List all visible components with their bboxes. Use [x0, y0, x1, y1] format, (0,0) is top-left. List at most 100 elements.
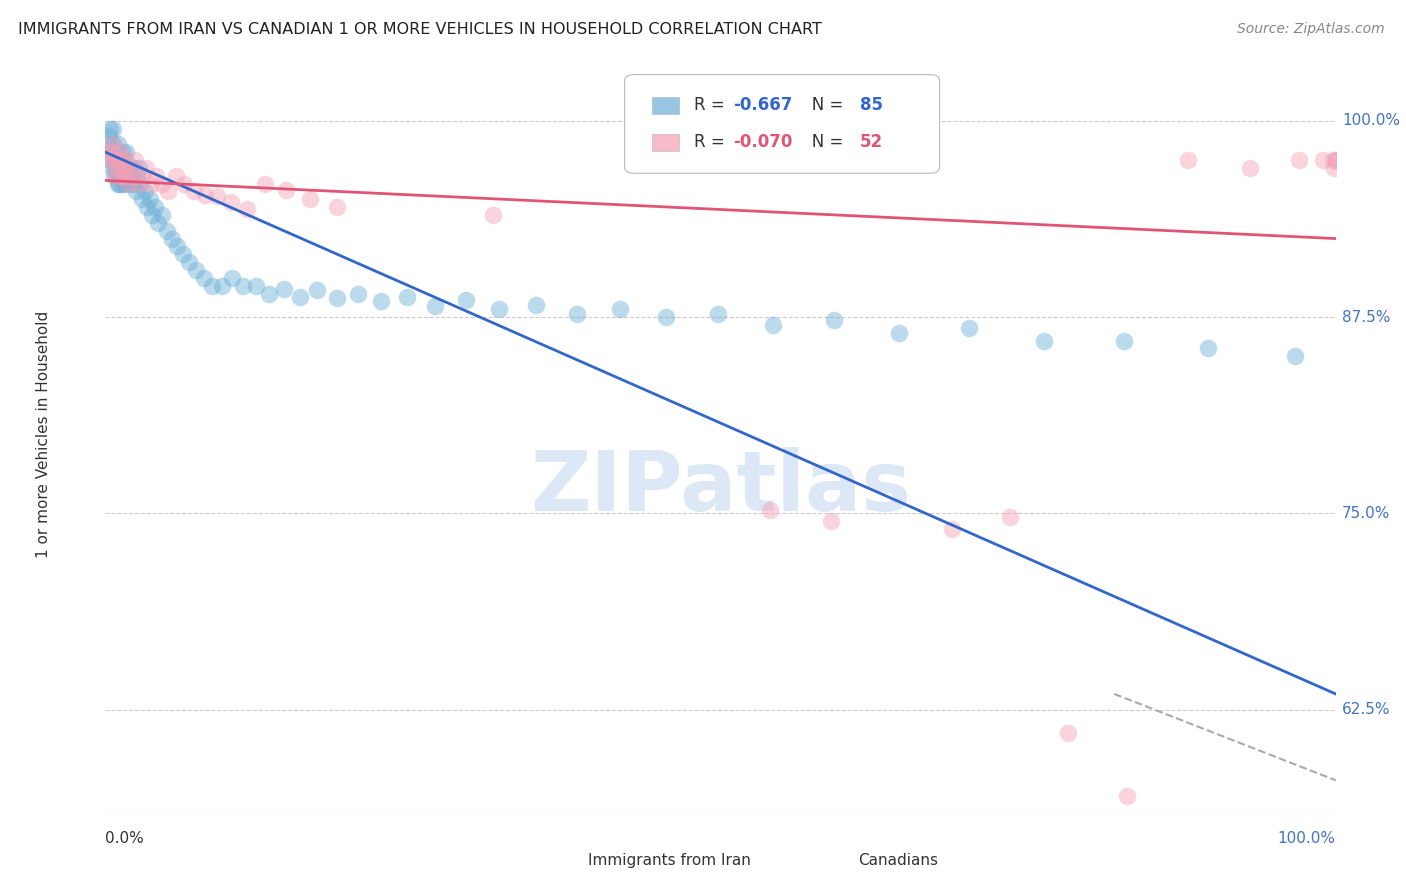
Point [1322, 153, 1344, 167]
Point [105, 153, 128, 167]
Point [221, 270, 243, 285]
Point [183, 185, 205, 199]
Point [136, 200, 159, 214]
Point [107, 153, 129, 167]
Point [820, 514, 842, 528]
Point [245, 278, 267, 293]
Text: 1 or more Vehicles in Household: 1 or more Vehicles in Household [37, 311, 52, 558]
Bar [818, 853, 846, 869]
Point [101, 121, 124, 136]
Point [127, 169, 149, 183]
Bar [548, 853, 575, 869]
Point [98, 121, 122, 136]
Text: Canadians: Canadians [858, 854, 938, 868]
Point [150, 208, 173, 222]
Point [193, 270, 215, 285]
Point [998, 509, 1021, 524]
Text: R =: R = [693, 96, 730, 114]
Point [370, 294, 392, 309]
Point [117, 177, 139, 191]
Text: 62.5%: 62.5% [1341, 702, 1391, 717]
Point [565, 307, 588, 321]
Text: 100.0%: 100.0% [1278, 830, 1336, 846]
Point [131, 192, 153, 206]
Point [1177, 153, 1199, 167]
Point [179, 255, 201, 269]
Point [111, 161, 134, 175]
Point [201, 278, 224, 293]
Point [257, 286, 280, 301]
Text: ZIPatlas: ZIPatlas [530, 447, 911, 528]
Point [157, 185, 180, 199]
Point [1323, 161, 1346, 175]
Point [150, 177, 173, 191]
Point [121, 169, 143, 183]
Point [98, 153, 122, 167]
Point [111, 145, 134, 160]
Point [101, 145, 124, 160]
Point [1324, 153, 1347, 167]
Point [128, 177, 150, 191]
Bar [652, 97, 679, 114]
Point [395, 290, 418, 304]
Point [823, 313, 845, 327]
Point [105, 169, 128, 183]
Point [139, 177, 162, 191]
Point [110, 153, 132, 167]
Point [425, 299, 447, 313]
Point [107, 177, 129, 191]
Point [172, 247, 194, 261]
Point [219, 195, 242, 210]
Text: 75.0%: 75.0% [1341, 506, 1391, 521]
Bar [652, 134, 679, 151]
Point [1312, 153, 1334, 167]
Point [276, 183, 298, 197]
Point [110, 177, 132, 191]
Text: 100.0%: 100.0% [1341, 113, 1400, 128]
Point [120, 161, 141, 175]
Point [104, 161, 127, 175]
Point [957, 321, 980, 335]
Point [236, 202, 259, 216]
Point [488, 302, 510, 317]
Point [114, 153, 136, 167]
Point [103, 169, 125, 183]
Point [1115, 789, 1137, 803]
Text: R =: R = [693, 134, 730, 152]
Point [105, 161, 128, 175]
Point [194, 187, 217, 202]
Point [166, 239, 188, 253]
Point [1033, 334, 1056, 348]
Point [1284, 349, 1306, 363]
Point [655, 310, 678, 324]
Point [114, 153, 136, 167]
Point [307, 284, 329, 298]
Text: N =: N = [796, 134, 848, 152]
Text: 85: 85 [859, 96, 883, 114]
Point [108, 161, 131, 175]
Point [762, 318, 785, 332]
Point [101, 137, 124, 152]
Point [98, 153, 122, 167]
Point [110, 153, 132, 167]
Point [454, 293, 477, 307]
Point [346, 286, 368, 301]
Point [211, 278, 233, 293]
Point [129, 177, 152, 191]
Point [115, 145, 138, 160]
Text: 87.5%: 87.5% [1341, 310, 1391, 325]
Point [110, 169, 132, 183]
Point [104, 169, 127, 183]
Point [103, 153, 125, 167]
Point [759, 503, 782, 517]
Point [117, 177, 139, 191]
Point [887, 326, 910, 340]
Point [143, 200, 166, 214]
Point [609, 302, 631, 317]
Point [138, 192, 162, 206]
Point [131, 169, 153, 183]
Point [207, 189, 229, 203]
Point [707, 307, 730, 321]
Point [124, 153, 146, 167]
Point [104, 145, 127, 160]
